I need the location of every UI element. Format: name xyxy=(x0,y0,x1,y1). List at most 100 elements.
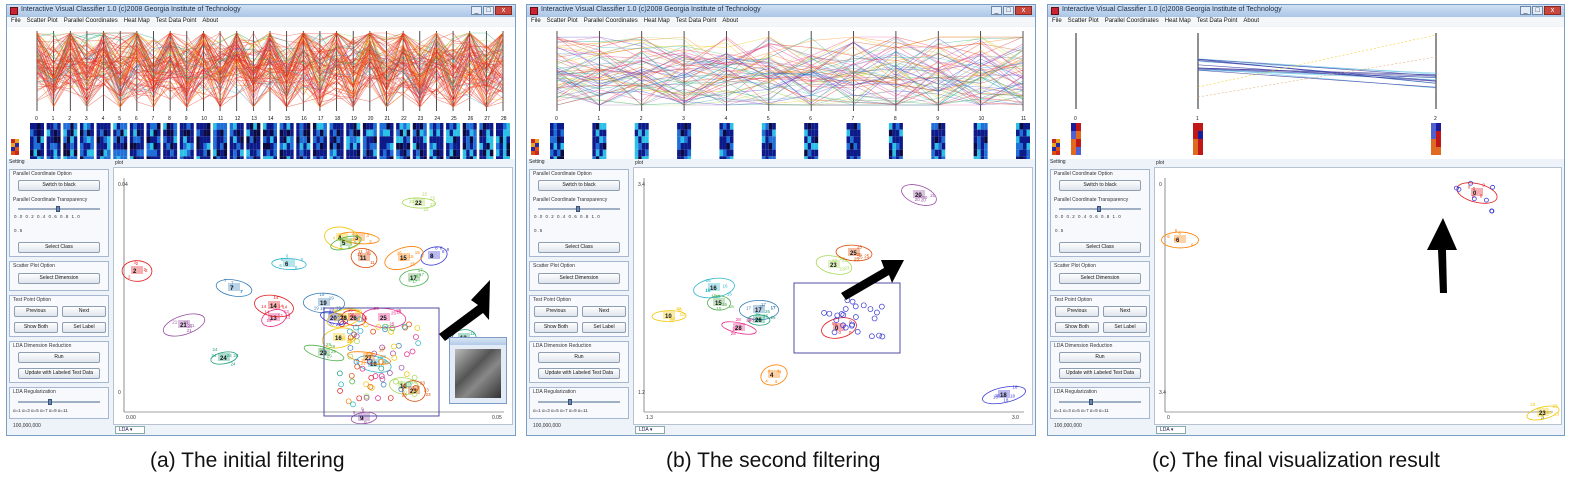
menu-item-heat-map[interactable]: Heat Map xyxy=(123,18,150,24)
pc-axis-label: 14 xyxy=(268,116,274,122)
menu-item-scatter-plot[interactable]: Scatter Plot xyxy=(1067,18,1099,24)
menu-item-file[interactable]: File xyxy=(1052,18,1062,24)
svg-text:16: 16 xyxy=(723,284,729,289)
menu-item-scatter-plot[interactable]: Scatter Plot xyxy=(546,18,578,24)
svg-text:20: 20 xyxy=(336,322,342,327)
run-button[interactable]: Run xyxy=(18,352,100,363)
run-button[interactable]: Run xyxy=(538,352,620,363)
svg-text:5: 5 xyxy=(340,244,343,249)
menu-item-heat-map[interactable]: Heat Map xyxy=(1164,18,1191,24)
parallel-coordinates-view[interactable]: 0 1 2 xyxy=(1048,27,1564,159)
svg-text:25: 25 xyxy=(389,321,395,326)
select-class-button[interactable]: Select Class xyxy=(18,242,100,253)
lda-tab[interactable]: LDA ▾ xyxy=(1156,426,1186,434)
show-both-button[interactable]: Show Both xyxy=(14,322,58,333)
switch-to-black-button[interactable]: Switch to black xyxy=(1059,180,1141,191)
select-dimension-button[interactable]: Select Dimension xyxy=(1059,273,1141,284)
svg-text:22: 22 xyxy=(422,192,428,197)
transparency-slider-knob[interactable] xyxy=(1097,206,1101,212)
svg-text:6: 6 xyxy=(1191,242,1194,247)
svg-text:18: 18 xyxy=(383,360,389,365)
lda-tab[interactable]: LDA ▾ xyxy=(115,426,145,434)
axis-heatmap xyxy=(296,123,311,159)
select-class-button[interactable]: Select Class xyxy=(1059,242,1141,253)
close-button[interactable]: x xyxy=(495,6,512,15)
svg-text:26: 26 xyxy=(342,314,348,319)
select-dimension-button[interactable]: Select Dimension xyxy=(18,273,100,284)
menu-item-heat-map[interactable]: Heat Map xyxy=(643,18,670,24)
minimize-button[interactable]: _ xyxy=(1520,6,1531,15)
close-button[interactable]: x xyxy=(1015,6,1032,15)
transparency-slider-knob[interactable] xyxy=(56,206,60,212)
next-button[interactable]: Next xyxy=(1103,306,1147,317)
svg-text:0: 0 xyxy=(1468,184,1471,189)
transparency-slider-knob[interactable] xyxy=(576,206,580,212)
menu-item-about[interactable]: About xyxy=(722,18,739,24)
regularization-slider-knob[interactable] xyxy=(48,399,52,405)
menu-item-scatter-plot[interactable]: Scatter Plot xyxy=(26,18,58,24)
parallel-coordinates-view[interactable]: 0 1 2 3 4 5 6 7 8 9 10 11 xyxy=(527,27,1035,159)
menu-item-file[interactable]: File xyxy=(531,18,541,24)
next-button[interactable]: Next xyxy=(62,306,106,317)
regularization-slider-track[interactable] xyxy=(18,401,100,403)
update-labeled-button[interactable]: Update with Labeled Test Data xyxy=(1059,368,1141,379)
switch-to-black-button[interactable]: Switch to black xyxy=(18,180,100,191)
svg-text:8: 8 xyxy=(442,249,445,254)
regularization-slider-track[interactable] xyxy=(538,401,620,403)
svg-text:11: 11 xyxy=(365,249,370,254)
select-dimension-button[interactable]: Select Dimension xyxy=(538,273,620,284)
update-labeled-button[interactable]: Update with Labeled Test Data xyxy=(18,368,100,379)
run-button[interactable]: Run xyxy=(1059,352,1141,363)
switch-to-black-button[interactable]: Switch to black xyxy=(538,180,620,191)
menu-item-file[interactable]: File xyxy=(11,18,21,24)
previous-button[interactable]: Previous xyxy=(534,306,578,317)
svg-text:23: 23 xyxy=(842,258,848,263)
maximize-button[interactable]: □ xyxy=(1532,6,1543,15)
close-button[interactable]: x xyxy=(1544,6,1561,15)
set-label-button[interactable]: Set Label xyxy=(582,322,626,333)
regularization-slider-knob[interactable] xyxy=(568,399,572,405)
set-label-button[interactable]: Set Label xyxy=(1103,322,1147,333)
lda-tab[interactable]: LDA ▾ xyxy=(635,426,665,434)
scatter-plot[interactable]: 3.4 1.2 1.3 3.0 0 0 0 0 0 0 4 4 4 4 4 4 10 10 10 10 10 10 15 15… xyxy=(633,167,1033,425)
regularization-slider-knob[interactable] xyxy=(1089,399,1093,405)
maximize-button[interactable]: □ xyxy=(483,6,494,15)
axis-heatmap xyxy=(888,123,903,159)
menu-item-parallel-coordinates[interactable]: Parallel Coordinates xyxy=(1104,18,1159,24)
menu-item-parallel-coordinates[interactable]: Parallel Coordinates xyxy=(63,18,118,24)
svg-text:12: 12 xyxy=(470,331,476,336)
menu-item-about[interactable]: About xyxy=(1243,18,1260,24)
cluster-label: 6 xyxy=(1176,238,1180,244)
test-image-popup[interactable] xyxy=(449,337,507,404)
menu-item-parallel-coordinates[interactable]: Parallel Coordinates xyxy=(583,18,638,24)
scatter-plot[interactable]: 0 3.4 0 3 0 0 0 0 0 0 6 6 6 6 6 6 23 23 23 23 23 23 xyxy=(1154,167,1562,425)
svg-text:19: 19 xyxy=(329,296,335,301)
minimize-button[interactable]: _ xyxy=(991,6,1002,15)
show-both-button[interactable]: Show Both xyxy=(534,322,578,333)
show-both-button[interactable]: Show Both xyxy=(1055,322,1099,333)
pc-axis-label: 18 xyxy=(335,116,341,122)
scatter-plot[interactable]: 0.04 0 0.00 0.05 2 2 2 2 2 2 3 3 3 3 3 3 4 4 4 4 4 4 5 5 5 5 5 5 6 6 6… xyxy=(113,167,513,425)
svg-text:15: 15 xyxy=(715,294,721,299)
x-axis-right-label: 3 xyxy=(1541,415,1544,421)
svg-text:2: 2 xyxy=(145,268,148,273)
regularization-slider-track[interactable] xyxy=(1059,401,1141,403)
minimize-button[interactable]: _ xyxy=(471,6,482,15)
select-class-button[interactable]: Select Class xyxy=(538,242,620,253)
axis-heatmap xyxy=(329,123,344,159)
menu-item-test-data-point[interactable]: Test Data Point xyxy=(155,18,197,24)
update-labeled-button[interactable]: Update with Labeled Test Data xyxy=(538,368,620,379)
parallel-coordinates-view[interactable]: 0 1 2 3 4 5 6 7 8 9 10 11 12 13 14 15 16 17 18 19 20 21 22 23 24… xyxy=(7,27,515,159)
maximize-button[interactable]: □ xyxy=(1003,6,1014,15)
next-button[interactable]: Next xyxy=(582,306,626,317)
set-label-button[interactable]: Set Label xyxy=(62,322,106,333)
previous-button[interactable]: Previous xyxy=(14,306,58,317)
scatter-option-title: Scatter Plot Option xyxy=(533,263,575,269)
svg-text:2: 2 xyxy=(134,259,137,264)
menu-item-test-data-point[interactable]: Test Data Point xyxy=(1196,18,1238,24)
previous-button[interactable]: Previous xyxy=(1055,306,1099,317)
menu-item-test-data-point[interactable]: Test Data Point xyxy=(675,18,717,24)
menu-item-about[interactable]: About xyxy=(202,18,219,24)
